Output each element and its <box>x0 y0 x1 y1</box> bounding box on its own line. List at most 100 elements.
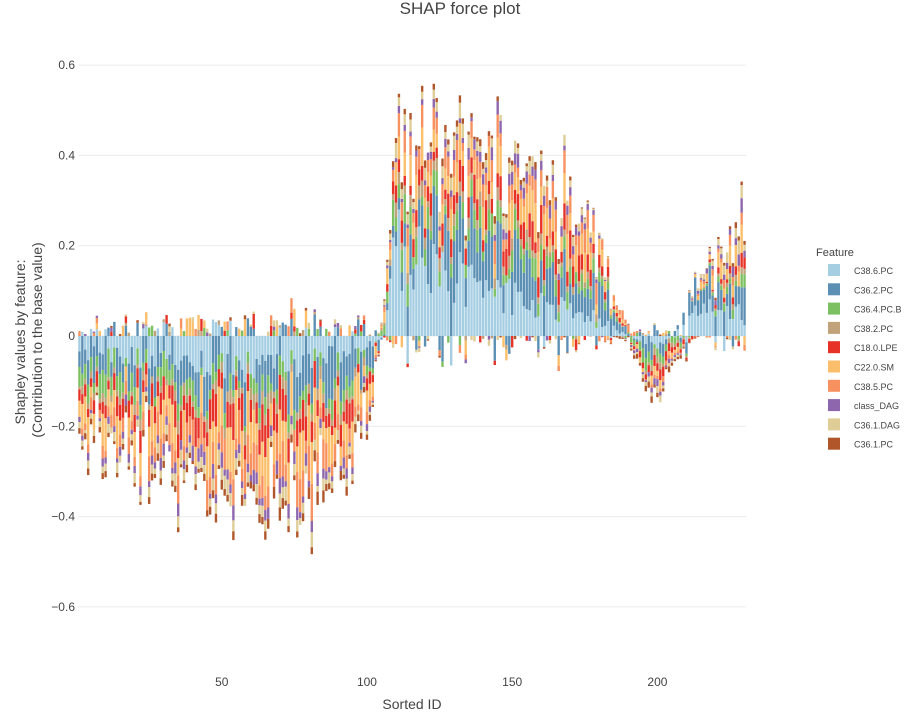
bar-segment <box>276 474 278 479</box>
bar-segment <box>279 325 281 327</box>
bar-segment <box>84 396 86 423</box>
bar-segment <box>287 415 289 433</box>
bar-segment <box>450 174 452 178</box>
bar-segment <box>122 393 124 399</box>
bar-segment <box>560 237 562 252</box>
bar-segment <box>258 423 260 430</box>
bar-segment <box>264 510 266 521</box>
bar-segment <box>99 421 101 427</box>
bar-segment <box>189 435 191 443</box>
bar-segment <box>552 165 554 175</box>
bar-segment <box>540 151 542 155</box>
bar-segment <box>107 417 109 424</box>
legend-title: Feature <box>816 247 854 259</box>
bar-segment <box>618 310 620 315</box>
bar-segment <box>128 391 130 400</box>
bar-segment <box>168 370 170 385</box>
bar-segment <box>334 378 336 388</box>
bar-segment <box>740 253 742 267</box>
bar-segment <box>395 186 397 203</box>
bar-segment <box>186 453 188 465</box>
bar-segment <box>467 148 469 160</box>
bar-segment <box>192 407 194 420</box>
bar-segment <box>351 380 353 396</box>
bar-segment <box>488 291 490 336</box>
bar-segment <box>363 383 365 387</box>
bar-segment <box>720 254 722 258</box>
bar-segment <box>386 268 388 284</box>
bar-segment <box>145 396 147 402</box>
bar-segment <box>215 336 217 372</box>
bar-segment <box>290 435 292 443</box>
bar-segment <box>325 480 327 484</box>
bar-segment <box>113 336 115 348</box>
bar-segment <box>183 410 185 446</box>
bar-segment <box>656 357 658 363</box>
bar-segment <box>482 174 484 184</box>
bar-segment <box>598 233 600 235</box>
bar-segment <box>171 473 173 480</box>
bar-segment <box>183 331 185 336</box>
bar-segment <box>691 300 693 301</box>
bar-segment <box>467 160 469 176</box>
bar-segment <box>572 266 574 287</box>
bar-segment <box>139 487 141 496</box>
bar-segment <box>624 320 626 324</box>
bar-segment <box>709 247 711 248</box>
legend-label: C38.2.PC <box>854 324 894 334</box>
bar-segment <box>520 225 522 240</box>
bar-segment <box>662 382 664 386</box>
bar-segment <box>99 403 101 410</box>
bar-segment <box>555 232 557 250</box>
bar-segment <box>726 287 728 294</box>
bar-segment <box>369 335 371 336</box>
bar-segment <box>226 330 228 336</box>
bar-segment <box>633 355 635 358</box>
bar-segment <box>415 350 417 353</box>
bar-segment <box>575 272 577 283</box>
bar-segment <box>293 430 295 452</box>
bar-segment <box>247 464 249 473</box>
bar-segment <box>406 247 408 273</box>
bar-segment <box>584 218 586 219</box>
bar-segment <box>316 486 318 492</box>
bar-segment <box>119 405 121 421</box>
bar-segment <box>331 426 333 435</box>
bar-segment <box>409 207 411 235</box>
bar-segment <box>250 422 252 454</box>
bar-segment <box>502 313 504 336</box>
bar-segment <box>322 403 324 422</box>
bar-segment <box>168 326 170 332</box>
bar-segment <box>424 185 426 197</box>
bar-segment <box>735 245 737 266</box>
bar-segment <box>354 417 356 424</box>
bar-segment <box>618 336 620 339</box>
bar-segment <box>331 336 333 346</box>
bar-segment <box>244 460 246 494</box>
bar-segment <box>174 401 176 427</box>
bar-segment <box>462 218 464 263</box>
bar-segment <box>282 377 284 388</box>
bar-segment <box>325 329 327 336</box>
bar-segment <box>104 397 106 405</box>
bar-segment <box>78 336 80 351</box>
bar-segment <box>101 336 103 354</box>
bar-segment <box>523 249 525 255</box>
bar-segment <box>337 323 339 327</box>
bar-segment <box>482 240 484 251</box>
bar-segment <box>717 276 719 282</box>
bar-segment <box>415 145 417 150</box>
bar-segment <box>717 267 719 273</box>
bar-segment <box>485 200 487 230</box>
bar-segment <box>682 313 684 325</box>
bar-segment <box>511 238 513 250</box>
bar-segment <box>505 336 507 345</box>
bar-segment <box>203 465 205 474</box>
bar-segment <box>267 336 269 355</box>
bar-segment <box>624 339 626 340</box>
bar-segment <box>706 337 708 338</box>
bar-segment <box>235 370 237 376</box>
bar-segment <box>258 430 260 455</box>
bar-segment <box>84 334 86 336</box>
bar-segment <box>514 141 516 154</box>
